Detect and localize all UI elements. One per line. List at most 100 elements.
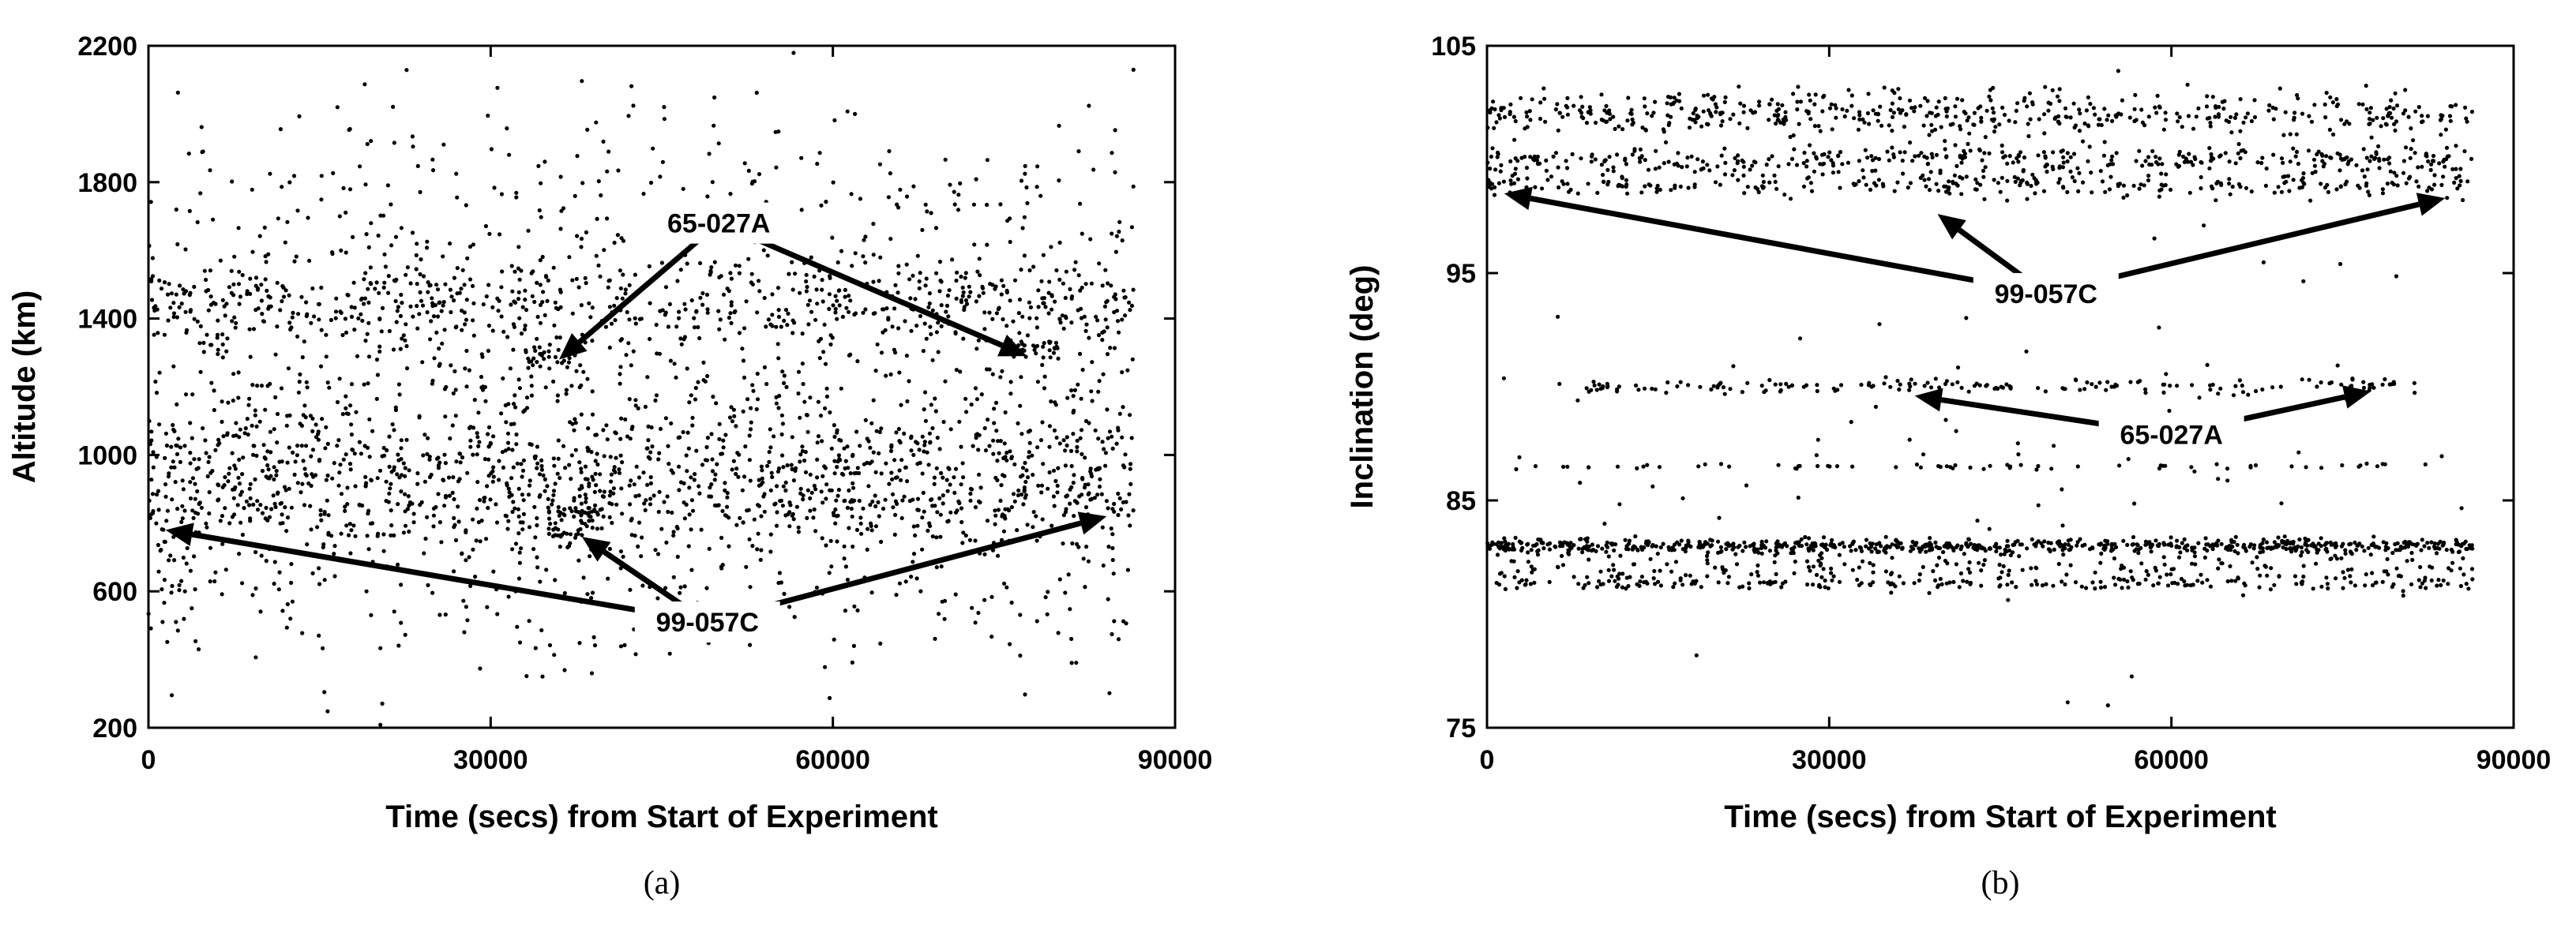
data-point	[2046, 541, 2051, 545]
data-point	[2140, 163, 2145, 168]
data-point	[2149, 549, 2154, 554]
data-point	[580, 520, 584, 526]
data-point	[551, 527, 556, 532]
data-point	[1025, 475, 1031, 480]
data-point	[2061, 160, 2066, 165]
data-point	[1019, 178, 1024, 183]
data-point	[517, 640, 523, 645]
data-point	[387, 491, 392, 496]
data-point	[2366, 189, 2371, 194]
data-point	[1105, 325, 1110, 330]
data-point	[425, 310, 430, 315]
data-point	[822, 322, 827, 327]
data-point	[1065, 435, 1069, 440]
data-point	[1627, 538, 1632, 543]
data-point	[341, 185, 346, 190]
data-point	[1045, 612, 1050, 616]
data-point	[613, 470, 618, 475]
data-point	[816, 434, 821, 439]
data-point	[2445, 196, 2450, 200]
data-point	[188, 496, 193, 501]
data-point	[2362, 549, 2367, 553]
data-point	[888, 372, 893, 376]
data-point	[999, 292, 1004, 297]
data-point	[633, 494, 638, 499]
data-point	[2114, 545, 2119, 549]
data-point	[198, 324, 203, 328]
data-point	[601, 139, 606, 144]
data-point	[1112, 309, 1117, 315]
data-point	[1775, 102, 1780, 107]
data-point	[1498, 544, 1503, 549]
data-point	[710, 469, 715, 474]
data-point	[1513, 156, 1518, 161]
data-point	[947, 288, 952, 293]
data-point	[967, 284, 971, 289]
data-point	[1924, 543, 1928, 548]
data-point	[386, 500, 391, 504]
data-point	[861, 310, 866, 315]
data-point	[2196, 541, 2201, 545]
data-point	[2288, 132, 2292, 137]
data-point	[2456, 549, 2461, 555]
data-point	[253, 413, 257, 418]
data-point	[1076, 382, 1080, 387]
data-point	[751, 388, 756, 393]
data-point	[344, 210, 348, 215]
data-point	[465, 618, 470, 623]
data-point	[1117, 411, 1122, 416]
data-point	[1930, 155, 1935, 159]
data-point	[1041, 462, 1046, 466]
data-point	[257, 234, 262, 238]
data-point	[903, 319, 907, 324]
data-point	[888, 448, 894, 454]
data-point	[325, 441, 330, 447]
data-point	[1878, 104, 1883, 109]
data-point	[2021, 169, 2026, 174]
data-point	[1700, 545, 1705, 549]
data-point	[1934, 105, 1939, 110]
data-point	[263, 516, 268, 521]
data-point	[393, 405, 398, 410]
data-point	[941, 475, 945, 480]
data-point	[1524, 166, 1530, 170]
data-point	[1786, 162, 1791, 167]
data-point	[656, 509, 661, 515]
data-point	[242, 506, 246, 511]
data-point	[364, 481, 369, 485]
data-point	[642, 501, 647, 506]
data-point	[464, 348, 469, 354]
data-point	[819, 203, 824, 208]
data-point	[442, 328, 447, 332]
data-point	[149, 298, 155, 302]
data-point	[990, 317, 995, 321]
data-point	[287, 486, 291, 491]
data-point	[1035, 325, 1039, 330]
data-point	[2454, 541, 2458, 547]
data-point	[558, 174, 563, 179]
data-point	[2437, 161, 2442, 166]
data-point	[601, 514, 606, 519]
data-point	[820, 278, 824, 283]
data-point	[2335, 102, 2341, 107]
data-point	[1742, 540, 1747, 545]
data-point	[432, 356, 437, 361]
data-point	[2296, 161, 2300, 167]
data-point	[716, 309, 721, 313]
data-point	[1018, 403, 1023, 408]
data-point	[587, 519, 591, 523]
data-point	[1002, 441, 1007, 446]
data-point	[386, 274, 391, 279]
data-point	[952, 189, 956, 194]
data-point	[460, 328, 464, 332]
data-point	[868, 503, 873, 508]
data-point	[1043, 305, 1048, 309]
data-point	[2093, 112, 2097, 117]
data-point	[579, 470, 584, 474]
data-point	[2324, 91, 2329, 96]
data-point	[760, 468, 764, 473]
data-point	[1655, 551, 1660, 556]
data-point	[932, 481, 937, 486]
data-point	[171, 364, 176, 369]
data-point	[692, 316, 697, 320]
